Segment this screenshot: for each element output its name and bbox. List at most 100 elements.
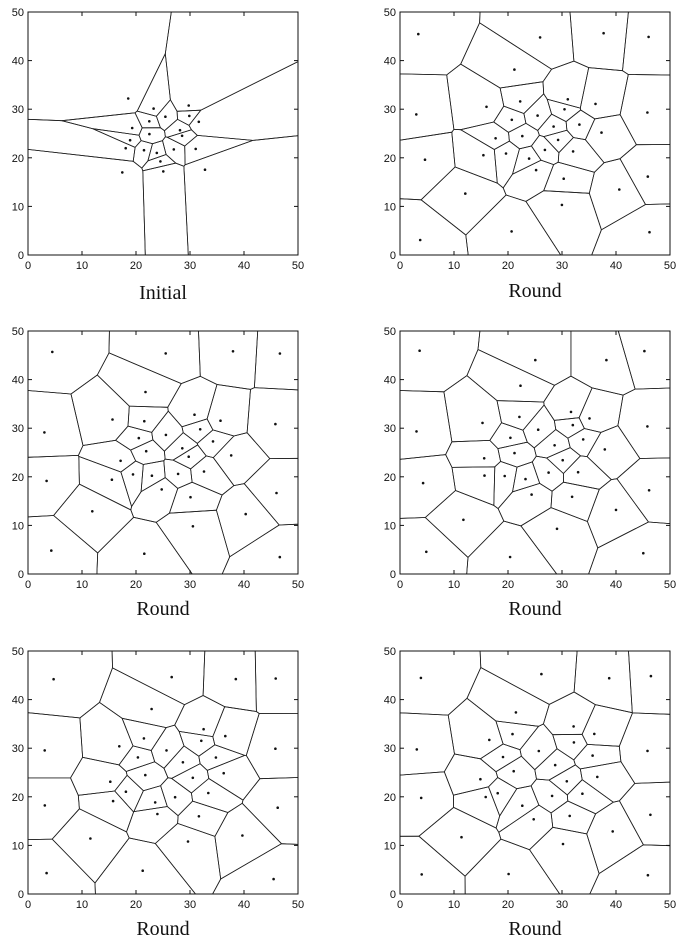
y-tick-label: 0	[390, 569, 396, 581]
voronoi-cell	[136, 52, 171, 117]
voronoi-cell	[246, 387, 299, 460]
voronoi-cell	[178, 730, 216, 757]
y-tick-label: 10	[384, 520, 396, 532]
generator-point	[596, 775, 599, 779]
voronoi-cell	[619, 74, 671, 146]
voronoi-cell	[188, 60, 299, 141]
voronoi-cell	[155, 509, 231, 575]
voronoi-cell	[497, 482, 553, 527]
voronoi-cells	[27, 11, 299, 256]
generator-point	[275, 491, 278, 495]
voronoi-cell	[443, 375, 502, 443]
generator-point	[191, 525, 195, 528]
generator-point	[187, 455, 190, 459]
panel-3: 0 10 20 30 40 50 0 10 20 30 40 50 Round	[12, 326, 304, 620]
generator-point	[504, 152, 508, 155]
x-tick-label: 30	[556, 260, 568, 272]
generator-point	[200, 739, 203, 743]
voronoi-cell	[618, 712, 671, 784]
voronoi-cell	[466, 520, 558, 575]
generator-point	[514, 711, 518, 714]
voronoi-cell	[96, 516, 193, 575]
voronoi-cell	[164, 11, 299, 112]
panel-caption: Round	[136, 918, 189, 940]
generator-point	[521, 804, 524, 807]
generator-point	[568, 814, 571, 818]
voronoi-cell	[79, 701, 134, 766]
generator-point	[569, 410, 573, 414]
voronoi-cell	[399, 390, 453, 460]
generator-point	[51, 350, 54, 354]
voronoi-cell	[399, 454, 456, 519]
generator-point	[203, 168, 207, 171]
voronoi-cells	[399, 330, 671, 575]
voronoi-cell	[589, 844, 671, 895]
generator-point	[588, 417, 591, 420]
voronoi-cell	[198, 744, 246, 771]
plot-frame	[27, 11, 299, 256]
generator-point	[193, 413, 196, 417]
generator-point	[602, 31, 605, 35]
voronoi-cell	[151, 410, 184, 452]
generator-point	[419, 796, 423, 800]
generator-point	[272, 877, 275, 881]
generator-point	[591, 754, 594, 757]
generator-point	[570, 495, 574, 499]
voronoi-cell	[573, 650, 633, 714]
y-tick-label: 40	[384, 56, 396, 68]
plot-frame	[27, 330, 299, 575]
voronoi-cell	[528, 826, 600, 895]
x-tick-label: 40	[238, 260, 250, 272]
x-tick-label: 20	[502, 579, 514, 591]
x-tick-label: 40	[238, 899, 250, 911]
voronoi-cell	[183, 135, 299, 256]
voronoi-cell	[628, 650, 671, 715]
generator-point	[164, 433, 168, 437]
voronoi-cell	[181, 418, 214, 444]
panel-5: 0 10 20 30 40 50 0 10 20 30 40 50 Round	[12, 646, 304, 940]
panel-caption: Round	[136, 598, 189, 620]
voronoi-cell	[557, 137, 605, 173]
generator-point	[460, 835, 463, 839]
voronoi-cell	[176, 109, 202, 126]
voronoi-cell	[399, 73, 455, 141]
generator-point	[646, 175, 650, 178]
y-tick-label: 50	[384, 7, 396, 19]
voronoi-cell	[27, 148, 146, 256]
generator-point	[511, 732, 514, 736]
voronoi-cell	[206, 755, 261, 801]
generator-point	[181, 761, 185, 764]
generator-point	[464, 192, 467, 195]
generator-point	[91, 510, 94, 513]
generator-point	[530, 493, 533, 496]
x-tick-label: 40	[610, 260, 622, 272]
voronoi-cell	[586, 800, 644, 875]
x-tick-label: 30	[556, 579, 568, 591]
voronoi-cell	[399, 198, 469, 256]
generator-point	[532, 818, 535, 821]
y-tick-label: 30	[384, 104, 396, 116]
generator-point	[507, 872, 510, 876]
x-tick-label: 20	[502, 899, 514, 911]
x-tick-label: 50	[664, 260, 676, 272]
generator-point	[89, 837, 92, 840]
y-tick-label: 50	[12, 7, 24, 19]
voronoi-cell	[616, 457, 671, 525]
y-tick-label: 50	[384, 646, 396, 658]
panel-4: 0 10 20 30 40 50 0 10 20 30 40 50 Round	[384, 326, 676, 620]
generator-point	[571, 423, 575, 427]
voronoi-cell	[254, 650, 299, 715]
voronoi-cell	[479, 650, 578, 705]
x-tick-label: 0	[25, 899, 31, 911]
voronoi-cell	[466, 348, 556, 403]
voronoi-cell	[212, 706, 260, 756]
voronoi-cell	[133, 785, 168, 813]
generator-point	[527, 157, 531, 160]
generator-point	[420, 873, 424, 876]
generator-point	[593, 732, 596, 736]
x-tick-label: 30	[184, 260, 196, 272]
voronoi-cell	[212, 432, 271, 487]
voronoi-cell	[27, 777, 80, 841]
generator-point	[207, 791, 210, 795]
generator-point	[109, 780, 112, 783]
